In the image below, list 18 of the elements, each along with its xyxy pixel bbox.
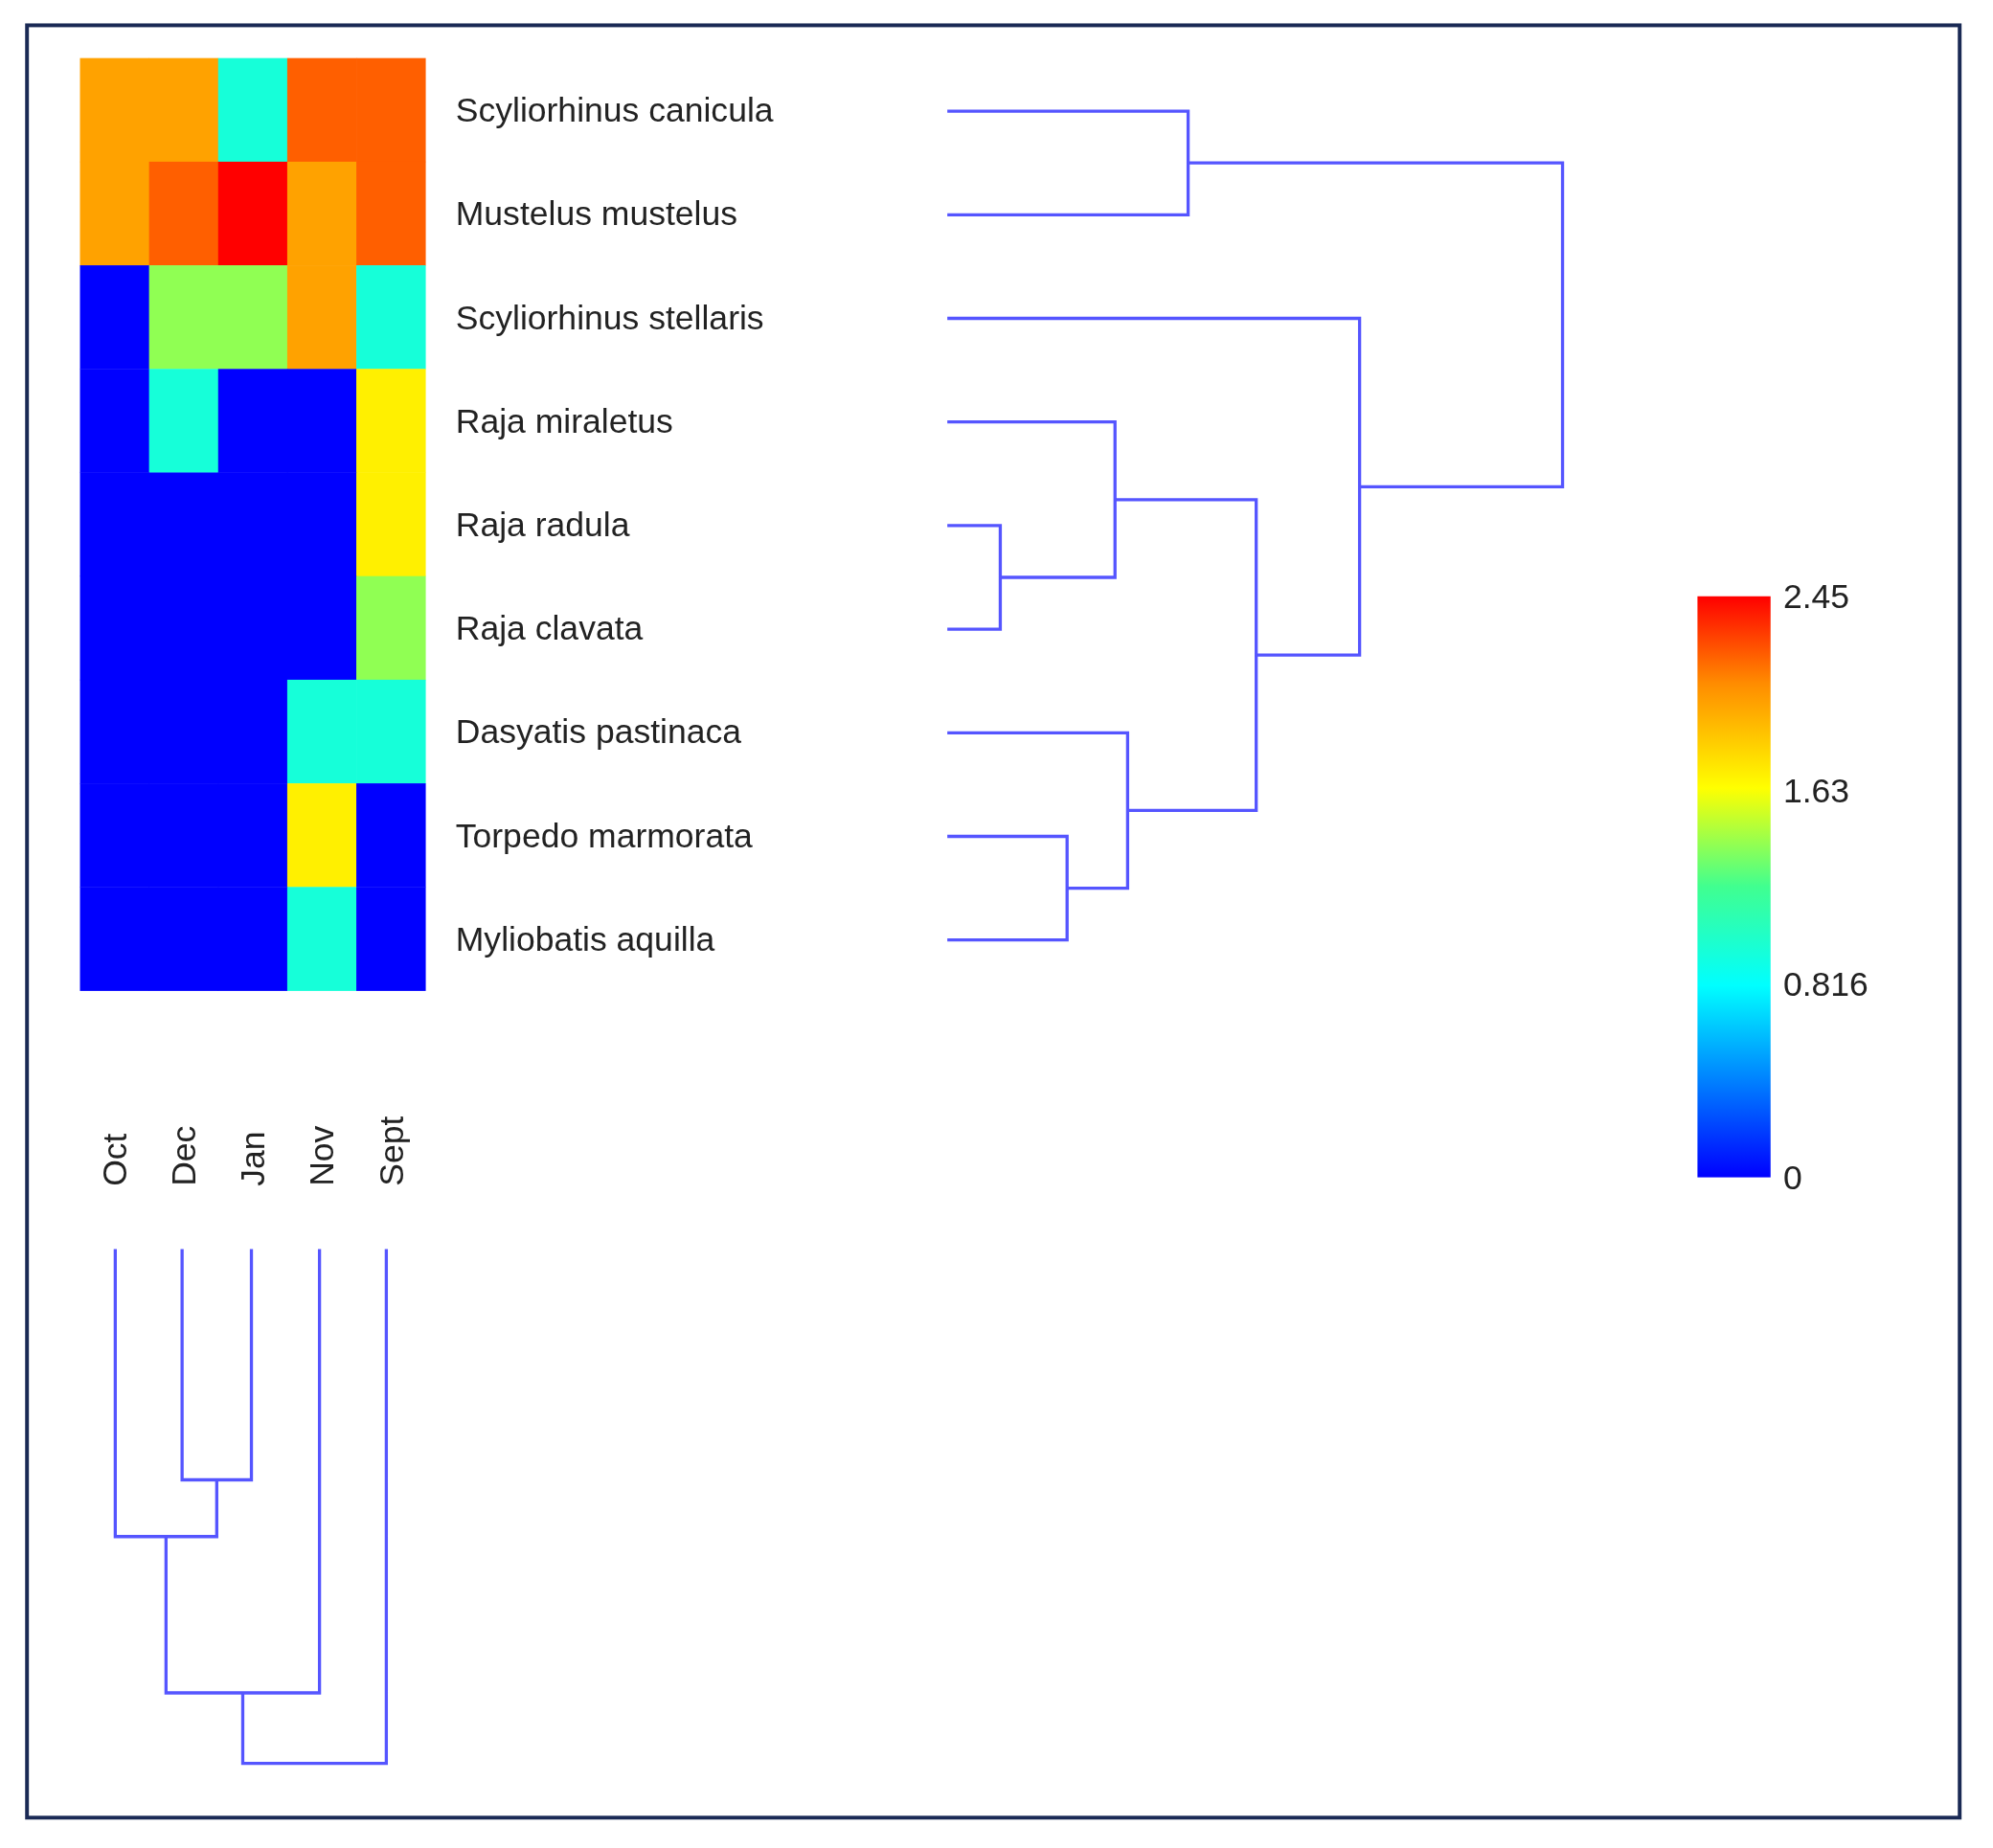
- y-tick-label: Torpedo marmorata: [455, 816, 754, 855]
- color-bar-label: 0: [1782, 1159, 1802, 1198]
- x-tick-label: Jan: [234, 1131, 273, 1186]
- y-tick-label: Scyliorhinus stellaris: [455, 298, 764, 337]
- x-tick-label: Oct: [96, 1133, 135, 1186]
- y-tick-label: Raja miraletus: [455, 401, 673, 440]
- y-tick-label: Mustelus mustelus: [455, 194, 738, 234]
- color-bar-label: 1.63: [1782, 772, 1850, 811]
- y-tick-label: Raja radula: [455, 506, 630, 545]
- y-tick-label: Raja clavata: [455, 609, 644, 648]
- x-tick-label: Dec: [165, 1125, 204, 1186]
- color-bar-label: 2.45: [1782, 577, 1850, 617]
- y-tick-label: Myliobatis aquilla: [455, 919, 715, 958]
- x-tick-label: Nov: [303, 1125, 342, 1186]
- color-bar-label: 0.816: [1782, 964, 1868, 1003]
- x-tick-label: Sept: [372, 1116, 411, 1186]
- y-tick-label: Scyliorhinus canicula: [455, 91, 774, 130]
- y-tick-label: Dasyatis pastinaca: [455, 712, 742, 752]
